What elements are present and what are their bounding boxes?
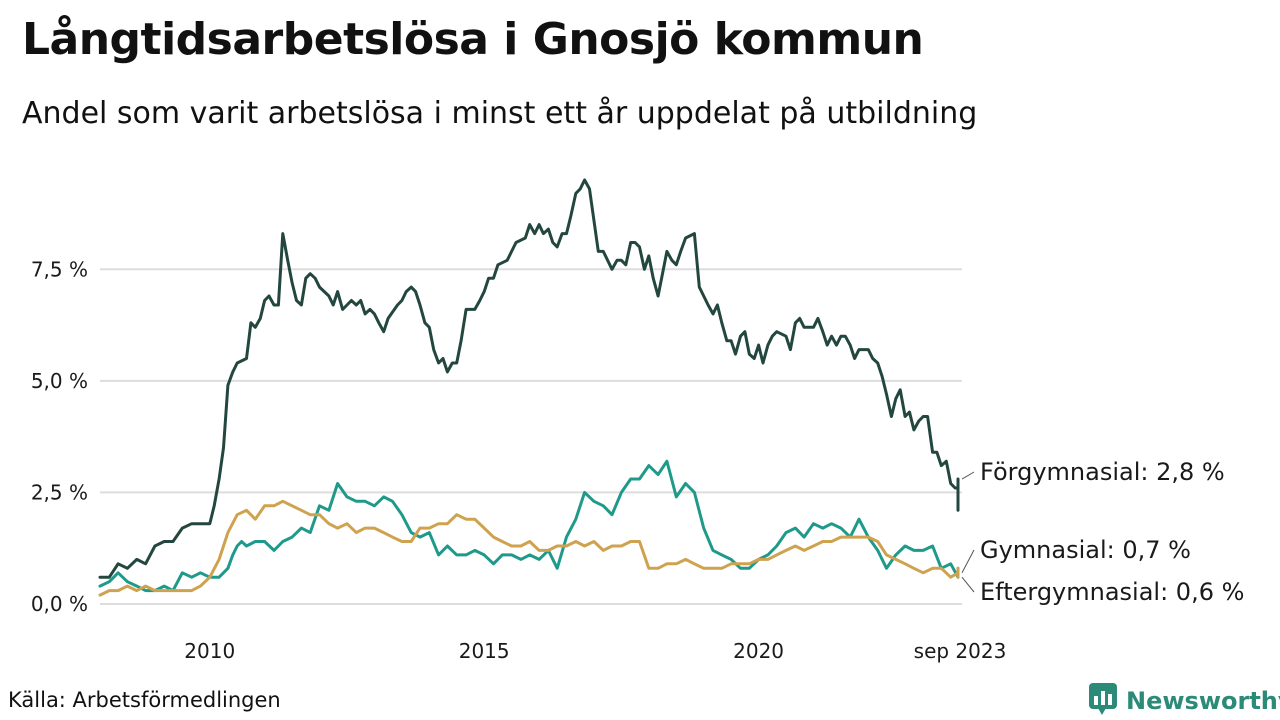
y-tick-label: 0,0 % [31,592,88,616]
line-chart: 0,0 % 2,5 % 5,0 % 7,5 % 2010 2015 2020 sep 202… [31,178,1244,663]
y-tick-label: 7,5 % [31,257,88,281]
bar-chart-speech-bubble-icon [1088,682,1118,720]
series-lines [98,178,960,597]
x-axis-ticks: 2010 2015 2020 sep 2023 [184,639,1006,663]
x-tick-label: sep 2023 [914,639,1007,663]
source-credit: Källa: Arbetsförmedlingen [8,688,281,712]
series-line-eftergymnasial [98,499,960,597]
x-tick-label: 2015 [459,639,510,663]
y-tick-label: 5,0 % [31,369,88,393]
series-line-förgymnasial [98,178,960,579]
label-leader-line [961,576,975,593]
brand-logo[interactable]: Newsworthy [1088,682,1280,720]
label-leader-line [961,549,975,573]
series-end-label-förgymnasial: Förgymnasial: 2,8 % [980,458,1225,486]
series-end-label-eftergymnasial: Eftergymnasial: 0,6 % [980,578,1244,606]
series-end-labels: Förgymnasial: 2,8 % Gymnasial: 0,7 % Efter… [961,458,1244,606]
x-tick-label: 2010 [184,639,235,663]
label-leader-line [961,471,975,480]
x-tick-label: 2020 [733,639,784,663]
gridlines [100,268,962,605]
chart-subtitle: Andel som varit arbetslösa i minst ett å… [22,96,978,131]
brand-name: Newsworthy [1126,687,1280,715]
series-line-gymnasial [98,459,960,593]
chart-title: Långtidsarbetslösa i Gnosjö kommun [22,14,924,65]
y-tick-label: 2,5 % [31,480,88,504]
series-end-label-gymnasial: Gymnasial: 0,7 % [980,536,1191,564]
y-axis-ticks: 0,0 % 2,5 % 5,0 % 7,5 % [31,257,88,616]
